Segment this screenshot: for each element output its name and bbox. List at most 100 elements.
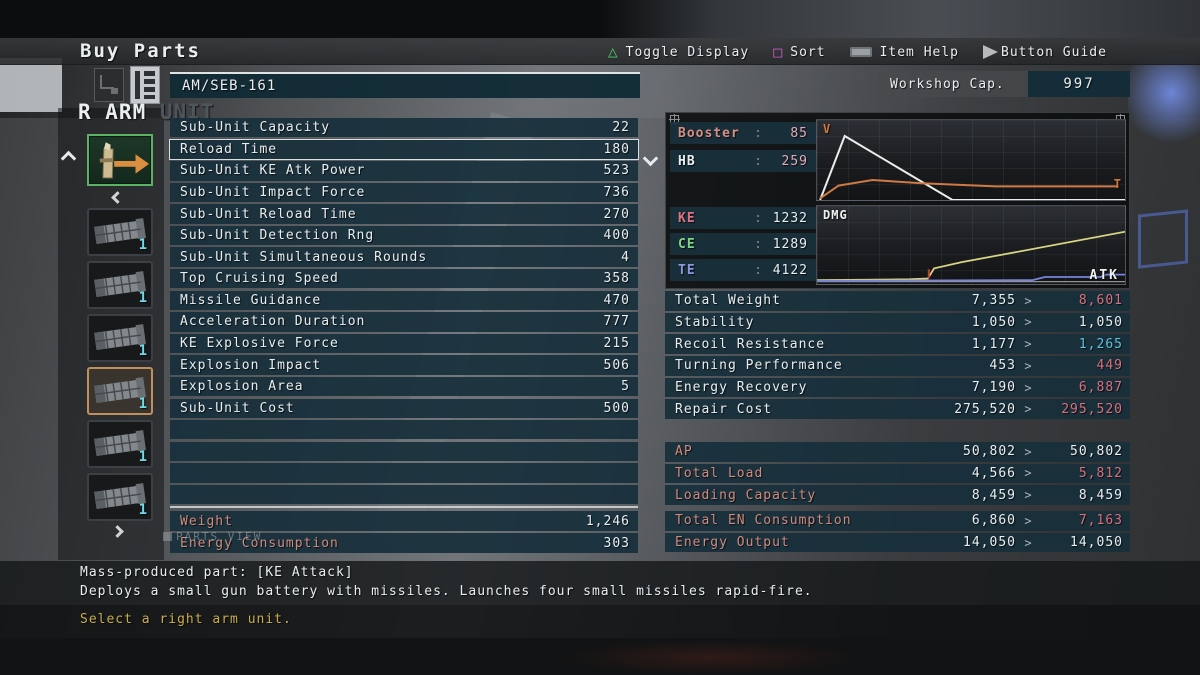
stat-label: KE Explosive Force [180, 335, 339, 351]
defense-stat-row: KE:1232 [670, 207, 816, 229]
defense-stat-colon: : [754, 210, 762, 226]
part-description-line2: Deploys a small gun battery with missile… [80, 584, 813, 599]
comparison-label: Recoil Resistance [675, 336, 826, 352]
part-list-item[interactable]: 1 [87, 367, 153, 415]
comparison-old-value: 14,050 [963, 535, 1016, 551]
stat-value: 4 [621, 249, 630, 265]
comparison-old-value: 7,190 [971, 380, 1016, 396]
watermark-text: PARTS VIEW [176, 530, 263, 543]
triangle-button-icon: △ [608, 42, 618, 61]
comparison-arrow-icon: > [1024, 466, 1032, 481]
stat-row: Sub-Unit KE Atk Power 523 [170, 161, 638, 181]
workshop-cap-value: 997 [1028, 71, 1130, 97]
graph-line-damage [817, 232, 1125, 280]
owned-count-badge: 1 [138, 449, 147, 465]
comparison-label: AP [675, 444, 693, 460]
comparison-old-value: 6,860 [971, 513, 1016, 529]
stats-table: Sub-Unit Capacity 22 Reload Time 180 Sub-Uni… [169, 118, 639, 506]
stat-label: Explosion Area [180, 379, 304, 395]
comparison-arrow-icon: > [1024, 337, 1032, 352]
comparison-new-value: 6,887 [1078, 380, 1123, 396]
part-list-item[interactable]: 1 [87, 314, 153, 362]
stat-row: KE Explosive Force 215 [170, 333, 638, 354]
workshop-cap: Workshop Cap. 997 [878, 71, 1130, 97]
stat-row: Explosion Area 5 [170, 376, 638, 397]
stat-row-empty [170, 441, 638, 462]
stat-value: 270 [603, 206, 630, 222]
comparison-new-value: 449 [1096, 358, 1123, 374]
stat-label: Acceleration Duration [180, 314, 366, 330]
comparison-old-value: 4,566 [971, 465, 1016, 481]
background-top-strip [0, 0, 1200, 38]
owned-count-badge: 1 [138, 237, 147, 253]
comparison-row: Total EN Consumption 6,860 >7,163 [665, 511, 1130, 531]
part-name-box: AM/SEB-161 [170, 72, 640, 98]
velocity-graph: V T [816, 119, 1126, 201]
selected-category-box[interactable] [87, 134, 153, 186]
comparison-old-value: 8,459 [971, 487, 1016, 503]
part-list-item[interactable]: 1 [87, 261, 153, 309]
part-thumbnail-image [94, 271, 146, 297]
toolbar-item-label: Button Guide [1001, 44, 1107, 60]
comparison-arrow-icon: > [1024, 358, 1032, 373]
stat-value: 22 [612, 120, 630, 136]
energy-consumption-row: Energy Consumption 303 [170, 533, 638, 553]
square-button-icon: □ [773, 42, 783, 61]
view-mode-list-icon[interactable] [130, 66, 160, 104]
defense-stat-colon: : [754, 236, 762, 252]
defense-stat-row: CE:1289 [670, 233, 816, 255]
arrow-button-icon [983, 45, 1005, 59]
part-list-item[interactable]: 1 [87, 420, 153, 468]
view-mode-tree-icon[interactable] [94, 68, 124, 102]
part-thumbnail-image [94, 483, 146, 509]
background-bottom-strip [0, 638, 1200, 675]
stat-row: Sub-Unit Impact Force 736 [170, 182, 638, 203]
page-title: Buy Parts [80, 40, 201, 62]
category-next-arrow-icon[interactable] [642, 150, 659, 167]
comparison-row: Energy Recovery 7,190 >6,887 [665, 377, 1130, 398]
comparison-old-value: 50,802 [963, 444, 1016, 460]
stat-label: Top Cruising Speed [180, 271, 339, 287]
defense-stat-value: 259 [781, 153, 808, 169]
comparison-old-value: 7,355 [971, 293, 1016, 309]
comparison-new-value: 1,050 [1078, 314, 1123, 330]
defense-stat-label: CE [678, 236, 696, 252]
owned-count-badge: 1 [138, 290, 147, 306]
part-list-item[interactable]: 1 [87, 208, 153, 256]
comparison-row: AP 50,802 >50,802 [665, 442, 1130, 462]
stat-value: 777 [603, 314, 630, 330]
defense-stat-value: 1232 [772, 210, 808, 226]
damage-graph: DMG ATK [816, 205, 1126, 285]
prompt-band [0, 605, 1200, 638]
defense-stat-label: HB [678, 153, 696, 169]
comparison-row: Total Weight 7,355 >8,601 [665, 291, 1130, 311]
comparison-old-value: 1,050 [971, 314, 1016, 330]
owned-count-badge: 1 [138, 343, 147, 359]
arm-unit-icon [99, 142, 150, 179]
toolbar-item-button-guide[interactable]: Button Guide [983, 45, 1107, 60]
comparison-row: Energy Output 14,050 >14,050 [665, 532, 1130, 553]
toolbar-item-toggle-display[interactable]: △ Toggle Display [608, 44, 749, 60]
stat-row-empty [170, 484, 638, 505]
comparison-old-value: 453 [989, 358, 1016, 374]
comparison-arrow-icon: > [1024, 380, 1032, 395]
stat-value: 358 [603, 271, 630, 287]
comparison-label: Stability [675, 314, 755, 330]
stat-value: 506 [603, 357, 630, 373]
weight-row: Weight 1,246 [170, 511, 638, 531]
toolbar-item-item-help[interactable]: Item Help [849, 45, 959, 60]
stat-label: Reload Time [180, 141, 278, 157]
toolbar-item-sort[interactable]: □ Sort [773, 42, 825, 61]
defense-stat-colon: : [754, 153, 762, 169]
defense-stat-colon: : [754, 262, 762, 278]
background-light-patch [0, 58, 62, 112]
defense-stat-value: 4122 [772, 262, 808, 278]
velocity-graph-end-label: T [1113, 177, 1122, 191]
comparison-new-value: 8,459 [1078, 487, 1123, 503]
stat-value: 5 [621, 379, 630, 395]
prompt-text: Select a right arm unit. [80, 612, 292, 627]
comparison-label: Total Weight [675, 293, 781, 309]
part-list-item[interactable]: 1 [87, 473, 153, 521]
stats-separator [170, 506, 638, 508]
comparison-new-value: 14,050 [1070, 535, 1123, 551]
